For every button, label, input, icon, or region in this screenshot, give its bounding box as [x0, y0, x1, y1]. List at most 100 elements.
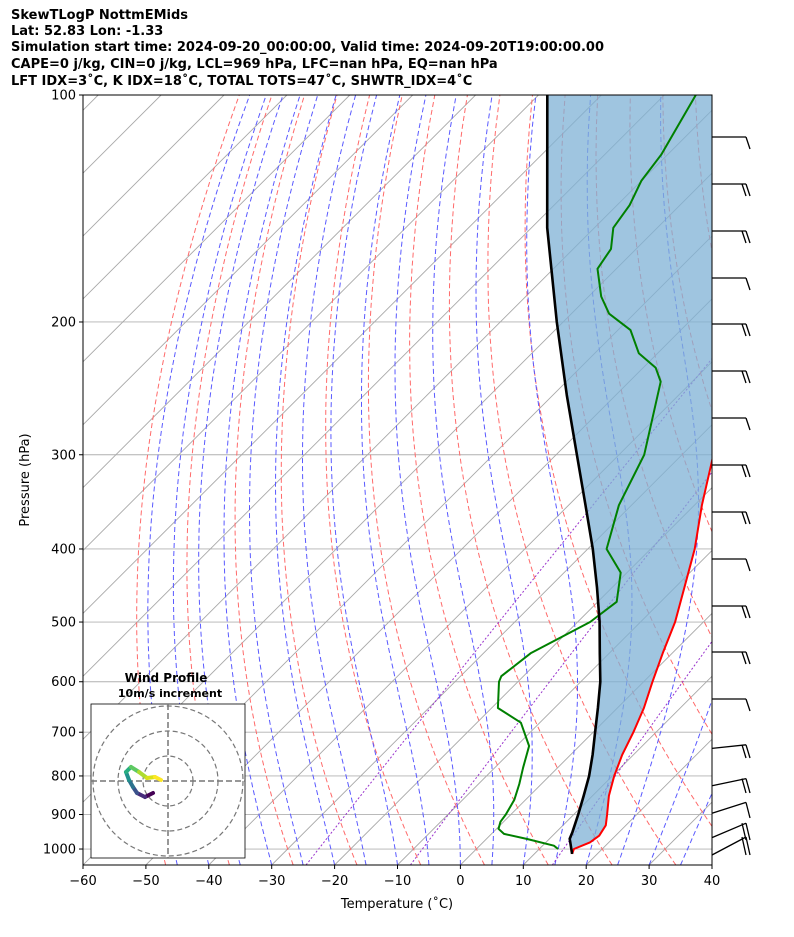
dry-adiabat-line	[487, 95, 677, 865]
isotherm-line	[83, 95, 602, 615]
wind-barb-flag	[741, 370, 747, 384]
wind-barb-flag	[741, 651, 747, 665]
y-tick-label: 200	[51, 315, 76, 330]
isotherm-line	[83, 95, 665, 677]
wind-barb-flag	[745, 183, 751, 197]
moist-adiabat-line	[274, 95, 337, 865]
moist-adiabat-line	[526, 95, 578, 865]
wind-barb-shaft	[711, 836, 747, 856]
dry-adiabat-line	[280, 95, 358, 865]
wind-barb-flag	[745, 605, 751, 619]
wind-barb-flag	[741, 744, 747, 759]
inset-subtitle: 10m/s increment	[118, 687, 222, 700]
x-tick-label: 0	[456, 874, 464, 889]
x-tick-label: −60	[69, 874, 96, 889]
moist-adiabat-line	[394, 95, 461, 865]
isotherm-line	[271, 424, 712, 865]
y-tick-label: 1000	[43, 843, 76, 858]
dry-adiabat-line	[761, 95, 794, 865]
dry-adiabat-line	[409, 95, 549, 865]
moist-adiabat-line	[223, 95, 301, 865]
x-tick-label: −20	[321, 874, 348, 889]
y-tick-label: 700	[51, 726, 76, 741]
isotherm-line	[334, 486, 712, 865]
x-tick-label: 20	[578, 874, 595, 889]
moist-adiabat-line	[361, 95, 430, 865]
dry-adiabat-line	[367, 95, 485, 865]
dry-adiabat-line	[524, 95, 712, 828]
moist-adiabat-line	[330, 95, 398, 865]
y-tick-label: 900	[51, 808, 76, 823]
wind-barb-flag	[741, 511, 747, 525]
moist-adiabat-line	[172, 95, 267, 865]
wind-barb-shaft	[711, 822, 747, 839]
profile-lines	[496, 95, 712, 855]
axes: −60 −50 −40 −30 −20 −10 0 10 20 30 40 1000 900 800 700…	[43, 89, 720, 890]
wind-barb-flag	[745, 744, 751, 759]
wind-barb-flag	[741, 183, 747, 197]
wind-barb-flag	[741, 230, 747, 244]
inset-wind-trace	[153, 775, 163, 782]
x-tick-label: 10	[515, 874, 532, 889]
parcel-profile-line	[545, 95, 602, 855]
chart-title-line-1: SkewTLogP NottmEMids	[11, 8, 189, 23]
isotherm-line	[83, 95, 225, 237]
isotherm-line	[83, 95, 476, 489]
inset-title: Wind Profile	[125, 671, 208, 685]
wind-barbs	[711, 136, 751, 856]
wind-barb-flag	[745, 511, 751, 525]
isotherm-line	[775, 95, 794, 865]
isotherm-line	[83, 95, 414, 426]
wind-barb-shaft	[711, 744, 747, 750]
chart-title-line-2: Lat: 52.83 Lon: -1.33	[11, 24, 164, 39]
wind-barb-flag	[745, 370, 751, 384]
dry-adiabat-line	[325, 95, 422, 865]
isotherm-line	[711, 864, 712, 865]
y-tick-label: 500	[51, 616, 76, 631]
wind-barb-flag	[745, 277, 751, 291]
dry-adiabat-line	[448, 95, 613, 865]
dewpoint-line	[496, 95, 697, 850]
x-tick-label: −50	[132, 874, 159, 889]
x-tick-label: −40	[195, 874, 222, 889]
wind-barb-flag	[745, 778, 751, 794]
moist-adiabat-line	[198, 95, 284, 865]
y-axis-label: Pressure (hPa)	[18, 433, 33, 526]
isotherm-line	[522, 675, 712, 865]
x-tick-label: 30	[641, 874, 658, 889]
moist-adiabat-line	[711, 863, 712, 865]
wind-barb-flag	[741, 605, 747, 619]
y-tick-label: 300	[51, 448, 76, 463]
wind-barb-flag	[745, 417, 751, 431]
moist-adiabat-line	[249, 95, 319, 865]
x-axis-label: Temperature (˚C)	[340, 896, 453, 912]
cape-cin-shading	[547, 95, 712, 849]
wind-barb-shaft	[711, 801, 747, 814]
wind-barb-flag	[741, 323, 747, 337]
x-tick-label: −10	[384, 874, 411, 889]
moist-adiabat-line	[302, 95, 367, 865]
chart-title-line-5: LFT IDX=3˚C, K IDX=18˚C, TOTAL TOTS=47˚C…	[11, 74, 473, 89]
cin-shading	[547, 95, 712, 849]
x-tick-label: 40	[704, 874, 721, 889]
wind-profile-inset: Wind Profile 10m/s increment	[90, 671, 246, 859]
isotherm-line	[83, 95, 288, 300]
moist-adiabat-line	[680, 792, 712, 865]
wind-barb-flag	[741, 778, 747, 794]
y-tick-label: 600	[51, 675, 76, 690]
moist-adiabat-line	[617, 95, 699, 865]
wind-barb-flag	[745, 136, 751, 150]
wind-barb-shaft	[711, 777, 747, 787]
isotherm-line	[83, 95, 539, 552]
wind-barb-flag	[741, 836, 747, 856]
y-tick-label: 400	[51, 542, 76, 557]
temperature-line	[571, 456, 712, 855]
wind-barb-flag	[745, 836, 751, 856]
chart-title-line-4: CAPE=0 j/kg, CIN=0 j/kg, LCL=969 hPa, LF…	[11, 57, 498, 72]
y-tick-label: 100	[51, 89, 76, 104]
wind-barb-flag	[745, 802, 751, 819]
wind-barb-flag	[745, 823, 751, 841]
isotherm-line	[145, 298, 712, 865]
wind-barb-flag	[741, 464, 747, 478]
